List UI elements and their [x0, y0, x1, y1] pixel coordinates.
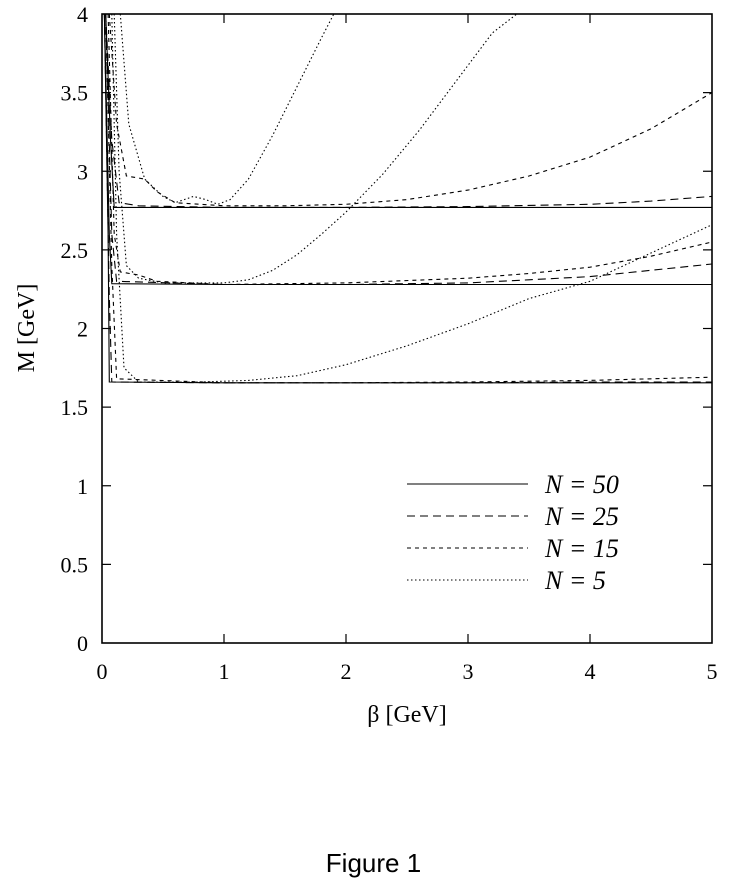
- series-line-n15-level-2: [107, 14, 712, 286]
- y-tick-label: 2: [77, 317, 88, 342]
- series-line-n5-level-2: [113, 14, 518, 284]
- series-line-n25-level-2: [105, 14, 712, 286]
- x-tick-label: 3: [463, 659, 474, 684]
- series-line-n15-level-3: [108, 14, 712, 207]
- series-line-n15-level-1: [105, 14, 712, 384]
- x-tick-label: 5: [707, 659, 718, 684]
- x-tick-label: 1: [219, 659, 230, 684]
- legend-label: N = 5: [544, 566, 606, 595]
- x-tick-label: 0: [97, 659, 108, 684]
- y-axis-title: M [GeV]: [14, 284, 40, 373]
- legend-label: N = 25: [544, 502, 619, 531]
- legend-label: N = 15: [544, 534, 619, 563]
- x-tick-label: 4: [585, 659, 596, 684]
- chart: 0 1 2 3 4 500.511.522.533.54 N = 50N = 25N = …: [14, 2, 718, 728]
- series-line-n50-level-2: [103, 14, 712, 286]
- x-tick-label: 2: [341, 659, 352, 684]
- y-tick-label: 2.5: [61, 238, 89, 263]
- axis-ticks: [102, 14, 712, 643]
- y-tick-label: 1.5: [61, 395, 89, 420]
- series-line-n50-level-1: [103, 14, 712, 384]
- series-line-n50-level-3: [105, 14, 712, 208]
- y-tick-label: 4: [77, 2, 88, 27]
- x-axis-title: β [GeV]: [367, 702, 447, 728]
- series-line-n5-level-3: [119, 14, 335, 205]
- series-line-n25-level-1: [103, 14, 712, 384]
- y-tick-label: 3: [77, 159, 88, 184]
- legend-label: N = 50: [544, 470, 619, 499]
- series-line-n5-level-1: [111, 14, 712, 383]
- figure-caption: Figure 1: [325, 848, 422, 878]
- y-tick-label: 3.5: [61, 81, 89, 106]
- series-line-n25-level-3: [105, 14, 712, 208]
- y-tick-label: 0.5: [61, 552, 89, 577]
- plot-area-frame: [101, 13, 713, 644]
- series-layer: [103, 14, 712, 384]
- legend: N = 50 N = 25 N = 15 N = 5: [407, 470, 619, 595]
- y-tick-label: 1: [77, 474, 88, 499]
- axis-tick-labels: 0 1 2 3 4 5 0 0.5 1 1.5 2 2.5 3 3.5 4: [61, 2, 718, 684]
- y-tick-label: 0: [77, 631, 88, 656]
